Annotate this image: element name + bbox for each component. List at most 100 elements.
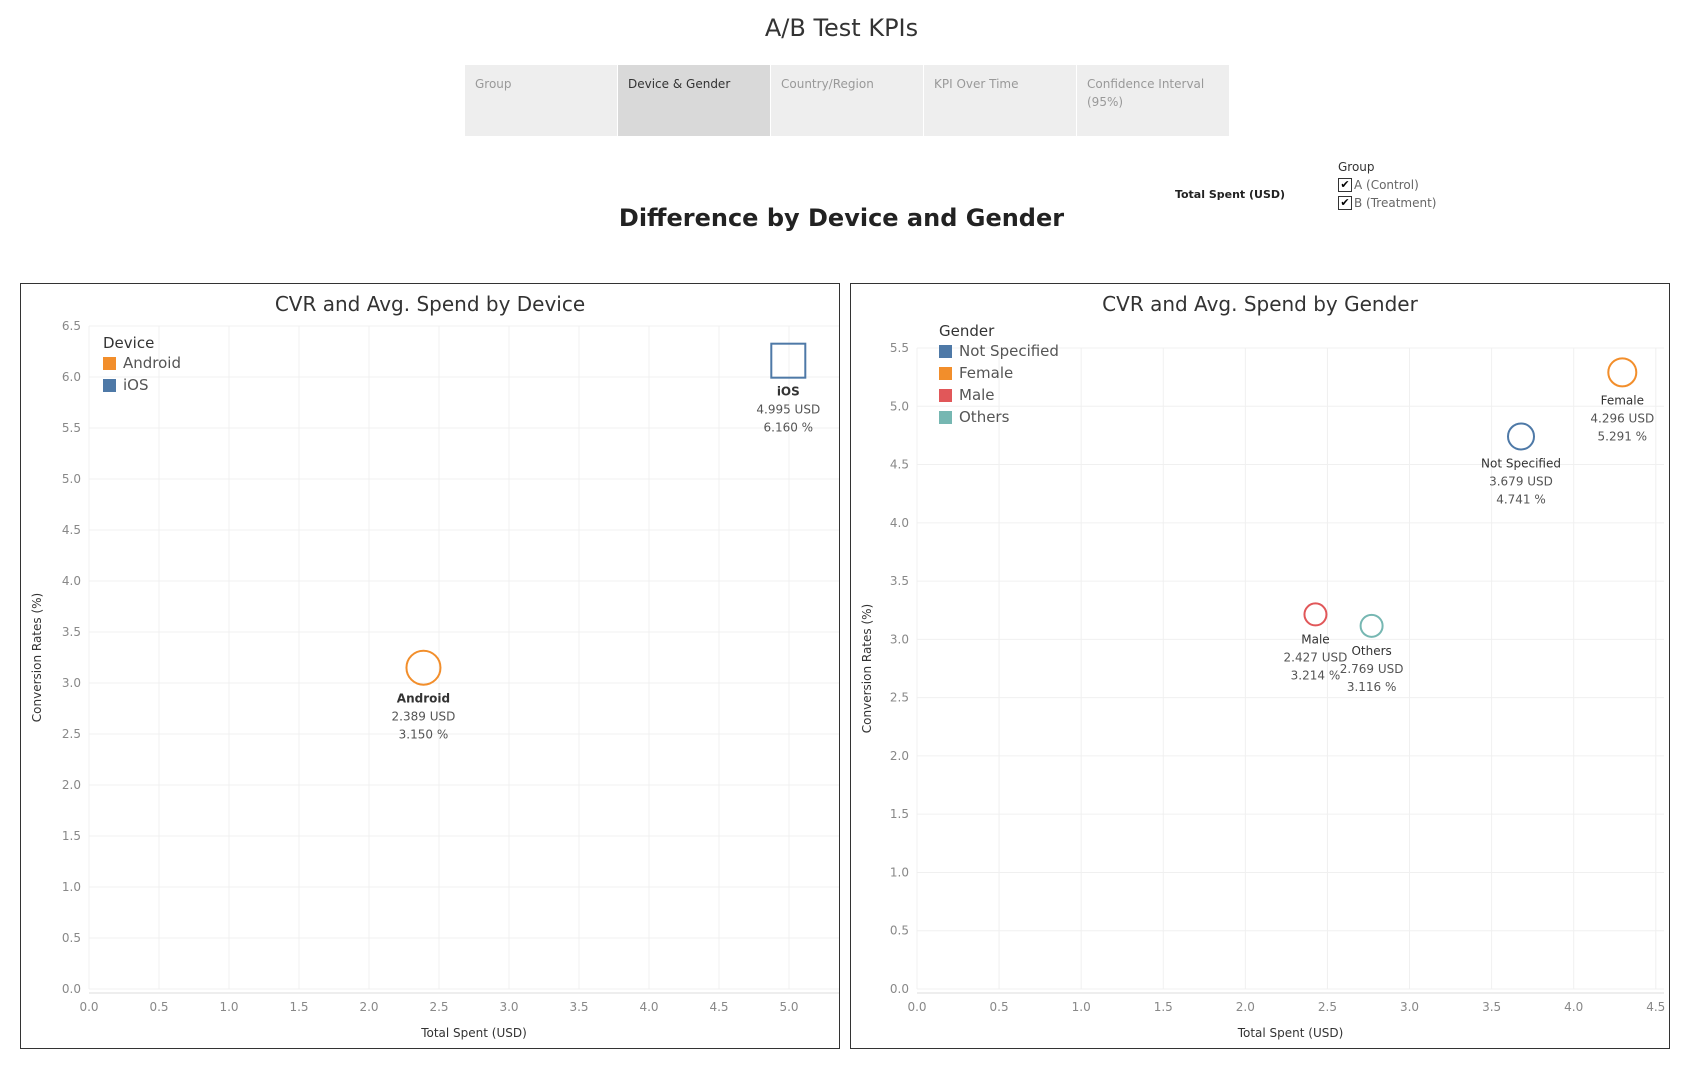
legend-item-ios[interactable]: iOS <box>103 374 181 396</box>
y-tick-label: 6.0 <box>62 370 81 384</box>
y-tick-label: 5.5 <box>890 341 909 355</box>
marker-not-specified[interactable] <box>1507 422 1536 451</box>
y-tick-label: 4.5 <box>62 523 81 537</box>
legend-label-not-specified: Not Specified <box>959 342 1059 360</box>
ios-swatch <box>103 378 116 392</box>
grid <box>916 347 1664 990</box>
tab-group[interactable]: Group <box>465 65 617 136</box>
legend-label-female: Female <box>959 364 1014 382</box>
point-female[interactable]: Female 4.296 USD 5.291 % <box>1590 357 1654 443</box>
point-others[interactable]: Others 2.769 USD 3.116 % <box>1340 613 1404 694</box>
point-not-specified[interactable]: Not Specified 3.679 USD 4.741 % <box>1481 422 1561 506</box>
y-axis-title: Conversion Rates (%) <box>860 604 874 733</box>
y-tick-label: 3.0 <box>890 632 909 646</box>
x-tick-label: 1.0 <box>1072 1000 1091 1014</box>
tab-bar: Group Device & Gender Country/Region KPI Ov… <box>465 65 1230 136</box>
data-label-y: 3.214 % <box>1291 668 1341 682</box>
point-ios[interactable]: iOS 4.995 USD 6.160 % <box>756 342 820 435</box>
y-tick-label: 5.0 <box>62 472 81 486</box>
x-tick-label: 3.0 <box>499 1000 518 1014</box>
y-tick-label: 0.0 <box>62 982 81 996</box>
data-label-name: Female <box>1601 393 1644 407</box>
data-label-x: 4.296 USD <box>1590 411 1654 425</box>
x-axis-title: Total Spent (USD) <box>420 1026 527 1040</box>
data-label-x: 2.769 USD <box>1340 662 1404 676</box>
marker-android[interactable] <box>405 649 442 686</box>
device-chart-panel: CVR and Avg. Spend by Device 0.0 0.5 1.0 1.… <box>20 283 840 1049</box>
female-swatch <box>939 366 952 380</box>
point-male[interactable]: Male 2.427 USD 3.214 % <box>1284 602 1348 682</box>
tab-country-region[interactable]: Country/Region <box>771 65 923 136</box>
legend-label-android: Android <box>123 354 181 372</box>
legend-label-ios: iOS <box>123 376 149 394</box>
marker-ios[interactable] <box>770 342 807 379</box>
y-tick-label: 0.0 <box>890 982 909 996</box>
male-swatch <box>939 388 952 402</box>
x-tick-label: 3.5 <box>1482 1000 1501 1014</box>
device-legend-title: Device <box>103 334 155 352</box>
y-tick-label: 1.5 <box>890 807 909 821</box>
data-label-y: 4.741 % <box>1496 492 1546 506</box>
x-tick-label: 2.5 <box>429 1000 448 1014</box>
x-tick-label: 4.5 <box>709 1000 728 1014</box>
point-android[interactable]: Android 2.389 USD 3.150 % <box>392 649 456 742</box>
legend-item-not-specified[interactable]: Not Specified <box>939 340 1059 362</box>
checkbox-b-treatment[interactable]: ✔ <box>1338 196 1352 210</box>
x-tick-label: 1.0 <box>219 1000 238 1014</box>
x-tick-label: 0.5 <box>149 1000 168 1014</box>
legend-label-others: Others <box>959 408 1010 426</box>
others-swatch <box>939 410 952 424</box>
tab-confidence-interval-95[interactable]: Confidence Interval (95%) <box>1077 65 1229 136</box>
group-filter-b[interactable]: ✔ B (Treatment) <box>1338 194 1436 212</box>
legend-label-male: Male <box>959 386 995 404</box>
device-chart-title: CVR and Avg. Spend by Device <box>274 292 586 316</box>
group-filter-a[interactable]: ✔ A (Control) <box>1338 176 1436 194</box>
gender-legend: Gender Not Specified Female Male Others <box>939 322 1059 428</box>
y-tick-label: 3.5 <box>890 574 909 588</box>
x-tick-label: 3.5 <box>569 1000 588 1014</box>
legend-item-female[interactable]: Female <box>939 362 1059 384</box>
device-scatter-chart: 0.0 0.5 1.0 1.5 2.0 2.5 3.0 3.5 4.0 4.5 5.0 0.0 0.5 1… <box>30 319 839 1040</box>
data-label-x: 4.995 USD <box>756 403 820 417</box>
data-label-x: 3.679 USD <box>1489 474 1553 488</box>
legend-item-others[interactable]: Others <box>939 406 1059 428</box>
android-swatch <box>103 356 116 370</box>
legend-item-android[interactable]: Android <box>103 352 181 374</box>
grid <box>88 325 839 990</box>
y-tick-label: 1.0 <box>890 865 909 879</box>
x-axis-title: Total Spent (USD) <box>1237 1026 1344 1040</box>
y-tick-label: 2.0 <box>890 749 909 763</box>
group-legend: Group ✔ A (Control) ✔ B (Treatment) <box>1338 160 1436 212</box>
y-tick-label: 1.5 <box>62 829 81 843</box>
not-specified-swatch <box>939 344 952 358</box>
data-label-name: Android <box>397 692 450 706</box>
data-label-name: Male <box>1301 632 1329 646</box>
gender-chart-title: CVR and Avg. Spend by Gender <box>1102 292 1418 316</box>
marker-female[interactable] <box>1607 357 1638 388</box>
tab-device-gender[interactable]: Device & Gender <box>618 65 770 136</box>
y-tick-label: 1.0 <box>62 880 81 894</box>
marker-others[interactable] <box>1359 613 1384 638</box>
data-label-y: 5.291 % <box>1598 429 1648 443</box>
y-tick-label: 6.5 <box>62 319 81 333</box>
section-title: Difference by Device and Gender <box>618 204 1065 232</box>
gender-legend-title: Gender <box>939 322 995 340</box>
x-tick-label: 0.0 <box>907 1000 926 1014</box>
x-tick-label: 2.5 <box>1318 1000 1337 1014</box>
group-filter-a-label: A (Control) <box>1354 178 1419 192</box>
tab-kpi-over-time[interactable]: KPI Over Time <box>924 65 1076 136</box>
checkbox-a-control[interactable]: ✔ <box>1338 178 1352 192</box>
y-tick-label: 5.0 <box>890 399 909 413</box>
data-label-name: Others <box>1351 644 1391 658</box>
x-tick-label: 3.0 <box>1400 1000 1419 1014</box>
legend-item-male[interactable]: Male <box>939 384 1059 406</box>
x-tick-label: 5.0 <box>779 1000 798 1014</box>
x-tick-label: 1.5 <box>289 1000 308 1014</box>
y-tick-label: 2.5 <box>62 727 81 741</box>
gender-chart-panel: CVR and Avg. Spend by Gender 0.0 0.5 1.0 1.… <box>850 283 1670 1049</box>
data-label-y: 3.116 % <box>1347 680 1397 694</box>
marker-male[interactable] <box>1303 602 1328 627</box>
y-tick-label: 4.0 <box>62 574 81 588</box>
gender-scatter-chart: 0.0 0.5 1.0 1.5 2.0 2.5 3.0 3.5 4.0 4.5 0.0 0.5 1.0 1… <box>860 341 1665 1040</box>
y-tick-label: 3.5 <box>62 625 81 639</box>
